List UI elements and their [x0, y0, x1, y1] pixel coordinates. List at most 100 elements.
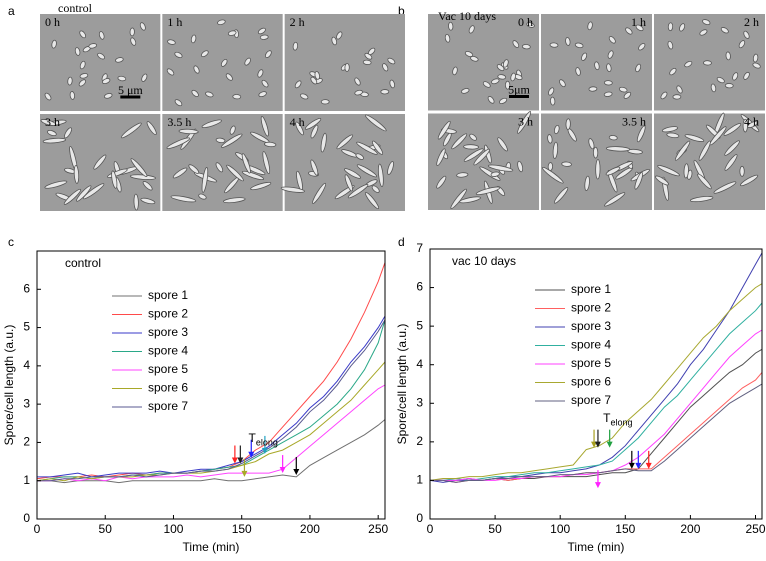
x-tick-label: 50 [99, 522, 113, 536]
cell [666, 132, 680, 139]
cell [510, 72, 516, 82]
cell [79, 30, 87, 39]
cell [548, 87, 555, 96]
cell [292, 41, 299, 51]
cell [166, 137, 191, 149]
cell [487, 164, 514, 172]
data-line [36, 319, 386, 482]
cell [470, 56, 479, 62]
cell [581, 52, 588, 61]
legend-label: spore 5 [571, 356, 611, 370]
cell [42, 137, 67, 144]
cell [82, 183, 105, 200]
cell [464, 51, 474, 58]
y-tick-label: 4 [23, 358, 30, 372]
y-tick-label: 3 [23, 396, 30, 410]
cell [130, 158, 148, 178]
cell [743, 71, 750, 80]
cell [220, 58, 228, 67]
cell [603, 80, 613, 86]
time-label: 3.5 h [622, 114, 646, 128]
y-tick-label: 0 [23, 511, 30, 525]
annotation: Telong [249, 431, 278, 448]
cell [139, 22, 146, 31]
cell [356, 141, 378, 155]
cell [46, 130, 57, 137]
cell [512, 40, 520, 48]
cell [312, 182, 327, 204]
cell [699, 29, 708, 36]
cell [64, 127, 73, 139]
x-tick-label: 250 [368, 522, 388, 536]
cell [371, 185, 380, 193]
cell [473, 148, 490, 166]
cell [702, 19, 711, 26]
legend-label: spore 3 [571, 319, 611, 333]
cell [459, 196, 481, 204]
legend-label: spore 6 [571, 375, 611, 389]
cell [451, 133, 468, 150]
cell [364, 114, 387, 132]
micrograph [428, 14, 539, 111]
time-label: 0 h [518, 15, 533, 29]
plot-frame [36, 250, 386, 520]
data-line [37, 384, 386, 482]
y-axis-title: Spore/cell length (a.u.) [2, 325, 16, 446]
x-tick-label: 150 [615, 522, 635, 536]
cell [482, 81, 491, 88]
scale-label: 5 μm [118, 83, 143, 97]
cell [584, 175, 590, 191]
cell [347, 183, 369, 199]
cell [188, 164, 200, 174]
micrograph-title: control [58, 1, 93, 15]
cell [133, 193, 139, 211]
cell [226, 164, 244, 182]
data-line [430, 383, 763, 483]
arrow-head [591, 441, 598, 448]
cell [244, 57, 251, 66]
cell [200, 50, 209, 58]
data-line [36, 361, 386, 482]
cell [703, 60, 712, 66]
legend-label: spore 2 [148, 307, 188, 321]
cell [44, 180, 68, 189]
cell [561, 161, 572, 167]
cell [215, 137, 226, 144]
cell [505, 80, 511, 90]
arrow-head [241, 470, 248, 477]
cell [331, 36, 338, 46]
cell [724, 83, 734, 89]
cell [448, 21, 454, 31]
cell [69, 91, 75, 100]
cell [450, 188, 467, 209]
cell [88, 43, 98, 49]
time-label: 3.5 h [167, 115, 191, 129]
cell [93, 154, 107, 170]
legend-label: spore 4 [571, 338, 611, 352]
cell [683, 163, 689, 179]
cell [310, 124, 319, 139]
legend-label: spore 4 [148, 344, 188, 358]
plot-frame [429, 248, 763, 520]
cell [170, 195, 197, 203]
cell [193, 65, 200, 74]
cell [344, 168, 361, 179]
cell [354, 89, 363, 96]
cell [215, 162, 224, 173]
cell [554, 124, 560, 135]
cell [223, 197, 246, 204]
cell [732, 72, 739, 81]
cell [606, 63, 612, 73]
time-label: 2 h [744, 15, 759, 29]
cell [232, 94, 242, 100]
legend-label: spore 2 [571, 301, 611, 315]
cell [225, 73, 233, 81]
cell [725, 51, 731, 61]
cell [594, 61, 600, 71]
x-tick-label: 100 [163, 522, 183, 536]
cell [174, 99, 183, 107]
cell [672, 94, 682, 100]
cell [344, 63, 350, 72]
cell [605, 166, 621, 176]
cell [241, 170, 265, 181]
